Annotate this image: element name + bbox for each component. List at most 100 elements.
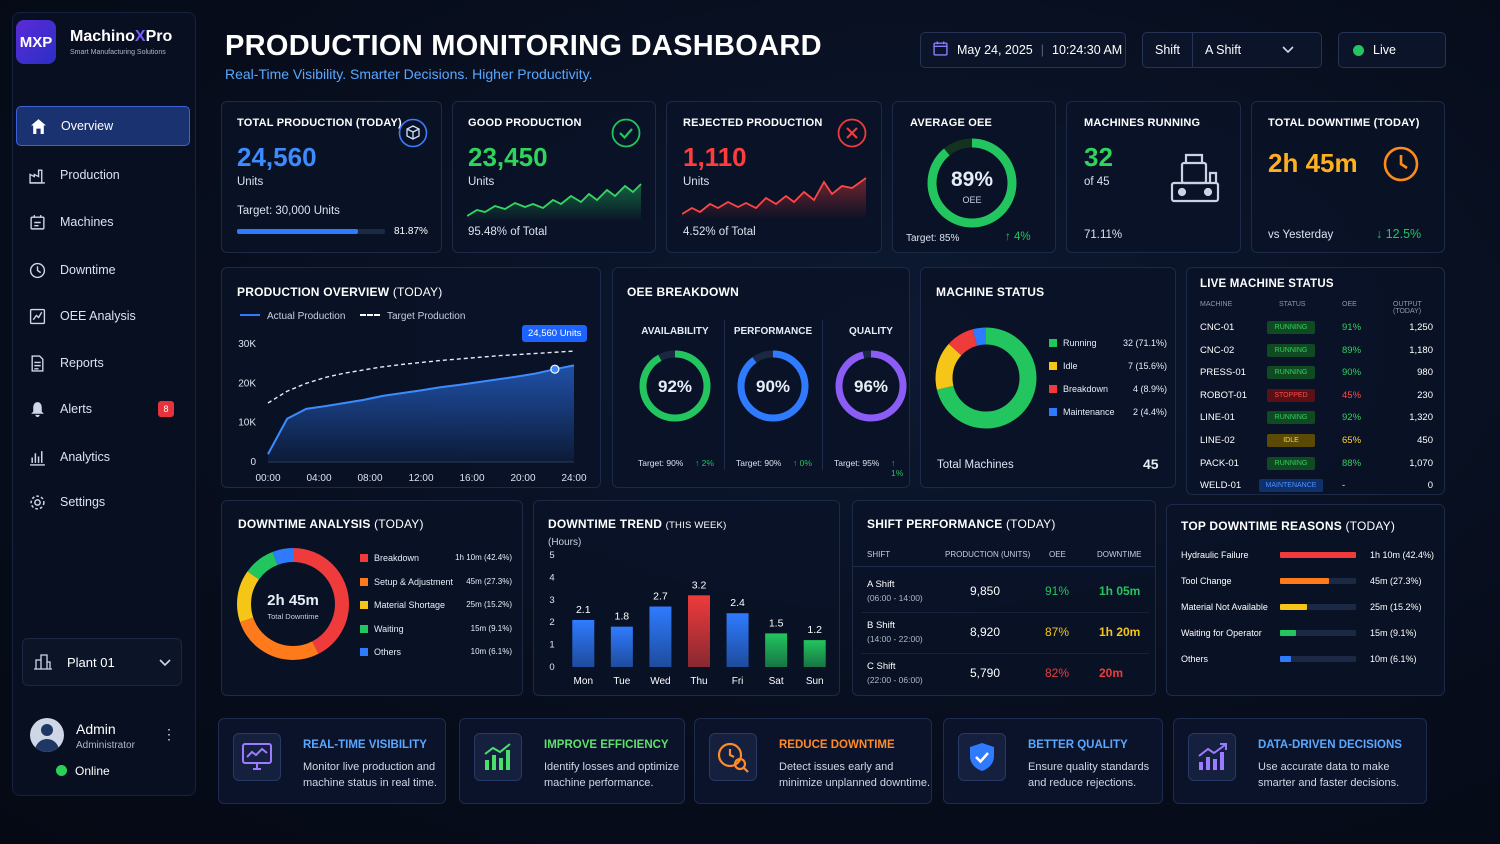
kpi-of-total: of 45 <box>1084 176 1110 188</box>
panel-title: LIVE MACHINE STATUS <box>1200 278 1334 290</box>
clock-icon <box>28 261 46 279</box>
bar-track <box>1280 604 1356 610</box>
plant-selector[interactable]: Plant 01 <box>22 638 182 686</box>
sidebar-item-reports[interactable]: Reports <box>16 343 190 383</box>
bar-track <box>1280 656 1356 662</box>
kpi-target: Target: 85% <box>906 233 960 244</box>
legend-row: Breakdown 4 (8.9%) <box>1049 384 1167 394</box>
y-tick-label: 4 <box>549 572 554 583</box>
total-machines-value: 45 <box>1143 456 1159 472</box>
sidebar-item-label: Analytics <box>60 450 111 464</box>
sidebar-item-analytics[interactable]: Analytics <box>16 437 190 477</box>
brand-name: MachinoXPro <box>70 28 173 45</box>
y-tick-label: 10K <box>238 418 256 429</box>
sidebar-item-oee-analysis[interactable]: OEE Analysis <box>16 296 190 336</box>
shift-oee: 91% <box>1045 584 1070 598</box>
bar <box>1280 656 1291 662</box>
data-point <box>550 364 560 374</box>
feature-title: IMPROVE EFFICIENCY <box>544 739 669 751</box>
status-badge: RUNNING <box>1267 411 1315 425</box>
downtime-donut <box>237 548 349 660</box>
machine-oee: 90% <box>1342 367 1362 379</box>
metric-delta: ↑ 2% <box>695 458 714 468</box>
legend-target: Target Production <box>360 311 465 322</box>
shift-dropdown[interactable]: A Shift <box>1192 33 1306 67</box>
sidebar-item-overview[interactable]: Overview <box>16 106 190 146</box>
machine-oee: 65% <box>1342 435 1362 446</box>
top-downtime-reasons-panel: TOP DOWNTIME REASONS (TODAY) Hydraulic F… <box>1166 504 1445 696</box>
monitor-icon <box>233 733 281 781</box>
panel-title: SHIFT PERFORMANCE (TODAY) <box>867 517 1056 531</box>
machine-oee: 89% <box>1342 344 1362 356</box>
current-time: 10:24:30 AM <box>1052 43 1123 57</box>
brand-logo[interactable]: MXP MachinoXPro Smart Manufacturing Solu… <box>16 20 186 66</box>
downtime-center-label: Total Downtime <box>267 612 319 621</box>
series-line-actual <box>267 364 575 455</box>
downtime-slice <box>237 548 349 660</box>
live-indicator[interactable]: Live <box>1338 32 1446 68</box>
metric-value: 90% <box>755 377 791 396</box>
shift-downtime: 20m <box>1099 666 1124 680</box>
sidebar-item-alerts[interactable]: Alerts 8 <box>16 389 190 429</box>
home-icon <box>29 117 47 135</box>
current-date: May 24, 2025 <box>957 43 1033 57</box>
sidebar-item-settings[interactable]: Settings <box>16 482 190 522</box>
feature-card: BETTER QUALITY Ensure quality standards an… <box>943 718 1163 804</box>
user-profile[interactable]: Admin Administrator ⋮ Online <box>22 712 182 782</box>
divider <box>861 653 1149 654</box>
y-tick-label: 3 <box>549 595 554 606</box>
reason-value: 25m (15.2%) <box>1370 602 1422 612</box>
x-tick-label: Tue <box>613 676 630 687</box>
kebab-menu-icon[interactable]: ⋮ <box>162 726 176 742</box>
shift-selector[interactable]: Shift A Shift <box>1142 32 1322 68</box>
legend-value: 2 (4.4%) <box>1132 407 1167 417</box>
feature-title: DATA-DRIVEN DECISIONS <box>1258 739 1402 751</box>
sidebar-item-production[interactable]: Production <box>16 155 190 195</box>
kpi-total-production: TOTAL PRODUCTION (TODAY) 24,560 Units Ta… <box>221 101 442 253</box>
sidebar-item-label: Downtime <box>60 263 116 277</box>
legend-row: Running 32 (71.1%) <box>1049 338 1167 348</box>
reason-label: Others <box>1181 654 1209 664</box>
machine-status-donut <box>935 327 1037 429</box>
datetime-display[interactable]: May 24, 2025 | 10:24:30 AM <box>920 32 1126 68</box>
machine-icon <box>1164 147 1226 214</box>
kpi-value: 1,110 <box>683 142 747 172</box>
shift-value: A Shift <box>1205 43 1242 57</box>
bar <box>803 640 826 667</box>
feature-text: Use accurate data to make smarter and fas… <box>1258 761 1400 789</box>
machine-name: ROBOT-01 <box>1200 389 1247 401</box>
oee-gauge <box>927 138 1017 228</box>
legend-swatch <box>360 577 368 586</box>
live-label: Live <box>1373 43 1396 57</box>
bar <box>649 606 672 667</box>
metric-label: PERFORMANCE <box>733 326 813 337</box>
machine-name: CNC-02 <box>1200 344 1235 356</box>
data-label: 2.1 <box>576 604 591 616</box>
bar <box>765 633 788 667</box>
bar <box>1280 552 1356 558</box>
legend-value: 32 (71.1%) <box>1122 338 1167 348</box>
legend-swatch <box>360 554 368 562</box>
gauge-arc <box>835 350 907 422</box>
shift-oee: 82% <box>1045 666 1070 680</box>
legend-row: Others 10m (6.1%) <box>360 647 512 657</box>
table-header: OEE <box>1049 550 1066 559</box>
bar <box>1280 630 1297 636</box>
user-status: Online <box>56 764 110 778</box>
metric-value: 92% <box>657 377 693 396</box>
kpi-title: TOTAL PRODUCTION (TODAY) <box>237 117 402 129</box>
machine-name: CNC-01 <box>1200 322 1235 333</box>
total-machines-label: Total Machines <box>937 459 1014 471</box>
feature-card: REDUCE DOWNTIME Detect issues early and mi… <box>694 718 932 804</box>
kpi-title: AVERAGE OEE <box>910 117 993 129</box>
sidebar-item-downtime[interactable]: Downtime <box>16 250 190 290</box>
panel-title: DOWNTIME TREND (THIS WEEK) <box>548 517 727 531</box>
rejected-sparkline <box>682 177 867 220</box>
sidebar-item-label: Overview <box>61 119 114 133</box>
x-tick-label: 00:00 <box>255 473 280 484</box>
legend-actual: Actual Production <box>240 311 345 322</box>
y-tick-label: 20K <box>238 378 256 389</box>
sidebar-item-machines[interactable]: Machines <box>16 202 190 242</box>
machine-oee: - <box>1342 480 1346 492</box>
panel-title: PRODUCTION OVERVIEW (TODAY) <box>237 285 443 299</box>
